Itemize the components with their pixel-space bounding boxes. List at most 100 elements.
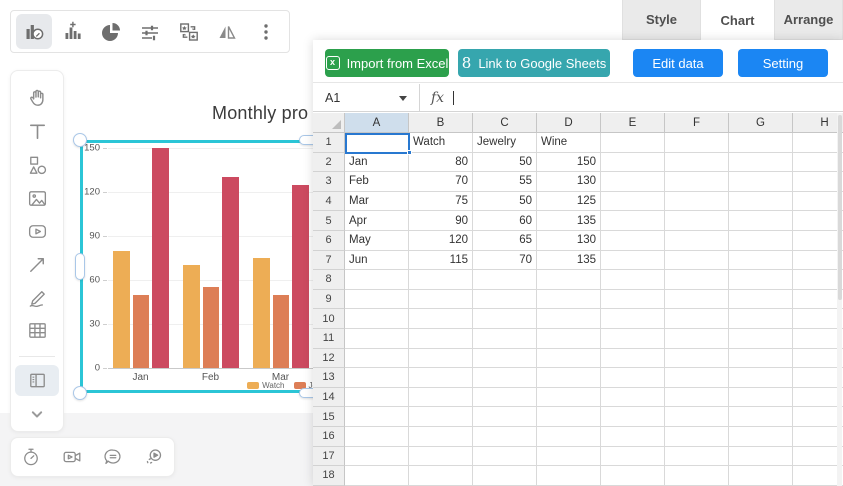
cell-D13[interactable] [537, 368, 601, 388]
row-header-6[interactable]: 6 [313, 230, 345, 251]
tab-chart[interactable]: Chart [703, 0, 772, 40]
side-panel-tool[interactable] [15, 364, 59, 397]
cell-B9[interactable] [409, 289, 473, 310]
cell-G4[interactable] [729, 191, 793, 212]
cell-F17[interactable] [665, 446, 729, 467]
cell-F5[interactable] [665, 211, 729, 231]
cell-A17[interactable] [345, 446, 409, 467]
column-header-H[interactable]: H [793, 113, 843, 133]
setting-button[interactable]: Setting [738, 49, 828, 77]
cell-F7[interactable] [665, 250, 729, 271]
cell-F8[interactable] [665, 270, 729, 290]
flip-button[interactable] [209, 14, 245, 49]
arrow-tool[interactable] [15, 249, 59, 281]
cell-D5[interactable]: 135 [537, 211, 601, 231]
cell-B8[interactable] [409, 270, 473, 290]
cell-H13[interactable] [793, 368, 843, 388]
column-header-G[interactable]: G [729, 113, 793, 133]
cell-B1[interactable]: Watch [409, 133, 473, 153]
cell-B11[interactable] [409, 328, 473, 349]
row-header-13[interactable]: 13 [313, 368, 345, 388]
text-tool[interactable] [15, 116, 59, 148]
more-options-button[interactable] [248, 14, 284, 49]
cell-E9[interactable] [601, 289, 665, 310]
cell-D6[interactable]: 130 [537, 230, 601, 251]
row-header-9[interactable]: 9 [313, 289, 345, 310]
cell-G6[interactable] [729, 230, 793, 251]
cell-F16[interactable] [665, 426, 729, 447]
row-header-2[interactable]: 2 [313, 152, 345, 173]
cell-G16[interactable] [729, 426, 793, 447]
cell-B2[interactable]: 80 [409, 152, 473, 173]
row-header-4[interactable]: 4 [313, 191, 345, 212]
cell-H5[interactable] [793, 211, 843, 231]
cell-F3[interactable] [665, 172, 729, 192]
cell-C1[interactable]: Jewelry [473, 133, 537, 153]
cell-B15[interactable] [409, 407, 473, 427]
resize-handle-bottom-left[interactable] [73, 386, 87, 400]
cell-H12[interactable] [793, 348, 843, 369]
cell-E2[interactable] [601, 152, 665, 173]
cell-H14[interactable] [793, 387, 843, 408]
cell-D12[interactable] [537, 348, 601, 369]
cell-F10[interactable] [665, 309, 729, 329]
cell-E18[interactable] [601, 466, 665, 486]
cell-A3[interactable]: Feb [345, 172, 409, 192]
cell-B12[interactable] [409, 348, 473, 369]
cell-A10[interactable] [345, 309, 409, 329]
cell-E8[interactable] [601, 270, 665, 290]
cell-G9[interactable] [729, 289, 793, 310]
video-camera-button[interactable] [61, 446, 83, 468]
cell-E16[interactable] [601, 426, 665, 447]
cell-B13[interactable] [409, 368, 473, 388]
row-header-16[interactable]: 16 [313, 426, 345, 447]
cell-B7[interactable]: 115 [409, 250, 473, 271]
cell-C18[interactable] [473, 466, 537, 486]
cell-B3[interactable]: 70 [409, 172, 473, 192]
cell-G2[interactable] [729, 152, 793, 173]
cell-G13[interactable] [729, 368, 793, 388]
cell-D17[interactable] [537, 446, 601, 467]
cell-A1[interactable] [345, 133, 409, 153]
cell-H6[interactable] [793, 230, 843, 251]
tab-arrange[interactable]: Arrange [774, 0, 843, 40]
shapes-tool[interactable] [15, 149, 59, 181]
row-header-10[interactable]: 10 [313, 309, 345, 329]
cell-E4[interactable] [601, 191, 665, 212]
cell-D4[interactable]: 125 [537, 191, 601, 212]
cell-A4[interactable]: Mar [345, 191, 409, 212]
cell-E12[interactable] [601, 348, 665, 369]
row-header-17[interactable]: 17 [313, 446, 345, 467]
cell-E17[interactable] [601, 446, 665, 467]
cell-G1[interactable] [729, 133, 793, 153]
cell-A14[interactable] [345, 387, 409, 408]
cell-D2[interactable]: 150 [537, 152, 601, 173]
cell-G12[interactable] [729, 348, 793, 369]
cell-F12[interactable] [665, 348, 729, 369]
cell-B5[interactable]: 90 [409, 211, 473, 231]
column-header-B[interactable]: B [409, 113, 473, 133]
cell-D10[interactable] [537, 309, 601, 329]
table-tool[interactable] [15, 315, 59, 347]
pie-chart-button[interactable] [93, 14, 129, 49]
column-header-F[interactable]: F [665, 113, 729, 133]
cell-D15[interactable] [537, 407, 601, 427]
pen-tool[interactable] [15, 282, 59, 314]
cell-A7[interactable]: Jun [345, 250, 409, 271]
column-header-C[interactable]: C [473, 113, 537, 133]
cell-E10[interactable] [601, 309, 665, 329]
cell-E6[interactable] [601, 230, 665, 251]
cell-A15[interactable] [345, 407, 409, 427]
cell-G7[interactable] [729, 250, 793, 271]
row-header-3[interactable]: 3 [313, 172, 345, 192]
cell-C5[interactable]: 60 [473, 211, 537, 231]
cell-A6[interactable]: May [345, 230, 409, 251]
cell-H11[interactable] [793, 328, 843, 349]
cell-G17[interactable] [729, 446, 793, 467]
resize-handle-left[interactable] [75, 253, 85, 280]
cell-H18[interactable] [793, 466, 843, 486]
column-header-A[interactable]: A [345, 113, 409, 133]
cell-H10[interactable] [793, 309, 843, 329]
cell-B14[interactable] [409, 387, 473, 408]
cell-D8[interactable] [537, 270, 601, 290]
